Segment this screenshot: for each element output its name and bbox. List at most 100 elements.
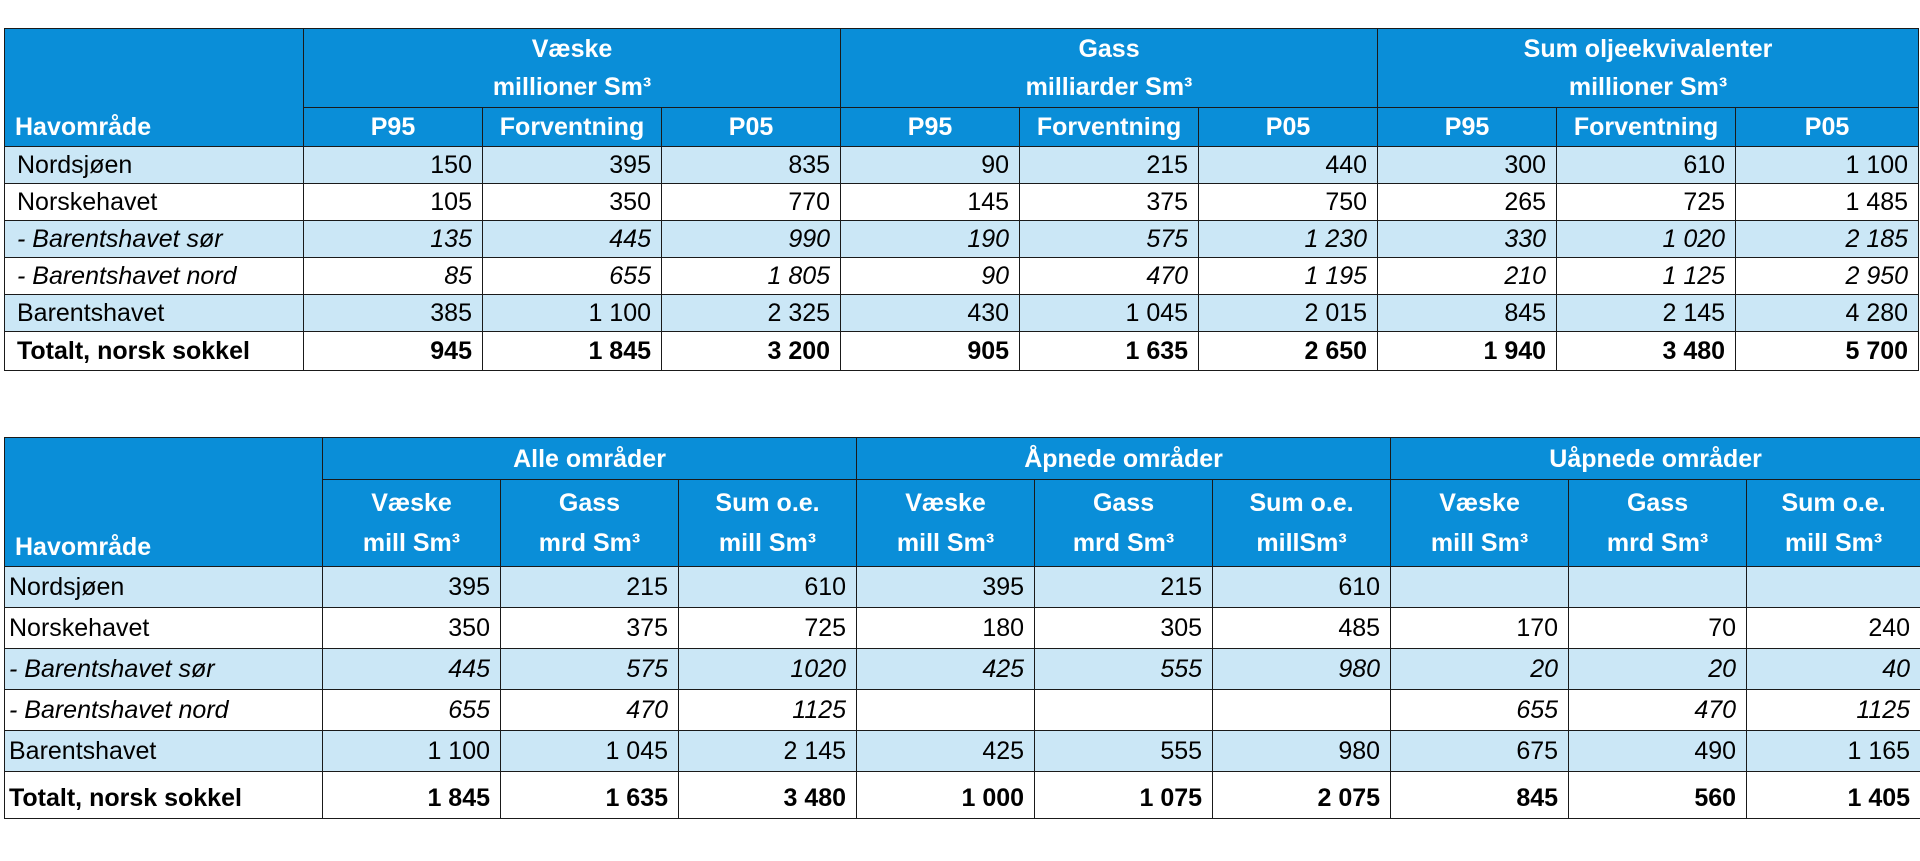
column-header: Sum o.e. millSm³ <box>1212 479 1392 567</box>
table-cell: 1 045 <box>500 730 679 772</box>
table-cell: 2 015 <box>1198 294 1379 332</box>
table-row: Norskehavet 350 375 725 180 305 485 170 70 240 <box>4 607 1920 649</box>
table-cell: 2 650 <box>1198 331 1379 371</box>
table-cell: 445 <box>482 220 662 258</box>
table-cell: 1125 <box>677 689 858 731</box>
table-cell: 330 <box>1377 220 1558 258</box>
table-cell: 470 <box>1019 257 1200 295</box>
column-header: Gass mrd Sm³ <box>500 479 679 567</box>
table-cell: 490 <box>1568 730 1748 772</box>
column-header: Forventning <box>1556 107 1737 147</box>
table-cell: 470 <box>1568 689 1748 731</box>
table-cell: 40 <box>1746 648 1920 690</box>
table-cell: 610 <box>1556 146 1737 184</box>
table-row: Nordsjøen 150 395 835 90 215 440 300 610 1 100 <box>4 146 1920 184</box>
table-cell: 215 <box>1034 566 1214 608</box>
table-cell: 215 <box>1019 146 1200 184</box>
row-label: Nordsjøen <box>4 566 323 608</box>
table-cell: 2 185 <box>1735 220 1920 258</box>
table-cell <box>1212 689 1392 731</box>
table-cell: 3 480 <box>1556 331 1737 371</box>
table-cell: 2 145 <box>677 730 858 772</box>
table-row: Totalt, norsk sokkel 1 845 1 635 3 480 1 000… <box>4 771 1920 819</box>
table-cell: 1 165 <box>1746 730 1920 772</box>
table-cell: 440 <box>1198 146 1379 184</box>
table-cell: 190 <box>840 220 1021 258</box>
table-cell: 845 <box>1377 294 1558 332</box>
table-cell: 1020 <box>677 648 858 690</box>
table-cell: 610 <box>1212 566 1392 608</box>
column-header: Forventning <box>482 107 662 147</box>
table-cell: 990 <box>660 220 842 258</box>
table-cell: 980 <box>1212 730 1392 772</box>
column-header: Væske mill Sm³ <box>322 479 501 567</box>
table-cell: 575 <box>1019 220 1200 258</box>
group-header-alle-omrader: Alle områder <box>321 437 858 480</box>
table-cell: 265 <box>1377 183 1558 221</box>
table-cell: 1 100 <box>322 730 501 772</box>
table-cell: 555 <box>1034 730 1214 772</box>
resources-by-probability-table: Havområde Væske millioner Sm³ Gass milli… <box>4 28 1920 371</box>
table-cell: 70 <box>1568 607 1748 649</box>
table-cell: 85 <box>303 257 483 295</box>
column-header: Gass mrd Sm³ <box>1034 479 1214 567</box>
column-header: P05 <box>1735 107 1920 147</box>
row-label: Totalt, norsk sokkel <box>4 771 323 819</box>
column-header: Væske mill Sm³ <box>856 479 1036 567</box>
row-label: - Barentshavet sør <box>4 220 304 258</box>
table-cell: 770 <box>660 183 842 221</box>
table-cell: 150 <box>303 146 483 184</box>
table-cell: 560 <box>1568 771 1748 819</box>
table-row: Norskehavet 105 350 770 145 375 750 265 725 1 485 <box>4 183 1920 221</box>
table-cell: 20 <box>1390 648 1570 690</box>
table-cell <box>1390 566 1570 608</box>
table-row: Nordsjøen 395 215 610 395 215 610 <box>4 566 1920 608</box>
table-cell: 1 405 <box>1746 771 1920 819</box>
group-header-vaeske: Væske millioner Sm³ <box>302 28 842 108</box>
table-cell: 725 <box>677 607 858 649</box>
table-cell: 350 <box>322 607 501 649</box>
row-label: - Barentshavet nord <box>4 689 323 731</box>
table-cell: 1 125 <box>1556 257 1737 295</box>
table-cell: 610 <box>677 566 858 608</box>
column-header: Væske mill Sm³ <box>1390 479 1570 567</box>
row-label: Norskehavet <box>4 183 304 221</box>
table-cell: 1 805 <box>660 257 842 295</box>
column-header: Sum o.e. mill Sm³ <box>1746 479 1920 567</box>
table-cell: 425 <box>856 730 1036 772</box>
table-cell: 20 <box>1568 648 1748 690</box>
table-cell: 2 325 <box>660 294 842 332</box>
table-cell: 375 <box>500 607 679 649</box>
row-label: Nordsjøen <box>4 146 304 184</box>
table-cell: 1 845 <box>482 331 662 371</box>
table-cell: 725 <box>1556 183 1737 221</box>
table-row: Barentshavet 385 1 100 2 325 430 1 045 2 015 84… <box>4 294 1920 332</box>
table-cell: 170 <box>1390 607 1570 649</box>
table-cell <box>856 689 1036 731</box>
table-cell: 575 <box>500 648 679 690</box>
row-label: Totalt, norsk sokkel <box>4 331 304 371</box>
table-cell: 385 <box>303 294 483 332</box>
table-cell: 135 <box>303 220 483 258</box>
table-cell: 1 000 <box>856 771 1036 819</box>
table-row: Barentshavet 1 100 1 045 2 145 425 555 980 675 4… <box>4 730 1920 772</box>
group-header-apnede-omrader: Åpnede områder <box>856 437 1392 480</box>
column-header: P05 <box>660 107 842 147</box>
column-header: Gass mrd Sm³ <box>1568 479 1748 567</box>
table-cell: 1 635 <box>1019 331 1200 371</box>
table-cell: 485 <box>1212 607 1392 649</box>
row-label: - Barentshavet nord <box>4 257 304 295</box>
table-cell: 905 <box>840 331 1021 371</box>
table-cell: 1 485 <box>1735 183 1920 221</box>
table-cell: 90 <box>840 146 1021 184</box>
table-cell: 1 940 <box>1377 331 1558 371</box>
table-row: - Barentshavet sør 135 445 990 190 575 1 230 33… <box>4 220 1920 258</box>
header-havomrade: Havområde <box>4 437 323 567</box>
group-header-gass: Gass milliarder Sm³ <box>840 28 1379 108</box>
table-cell: 305 <box>1034 607 1214 649</box>
table-cell: 180 <box>856 607 1036 649</box>
table-cell: 1 195 <box>1198 257 1379 295</box>
table-cell: 1 100 <box>482 294 662 332</box>
table-cell: 430 <box>840 294 1021 332</box>
table-cell: 945 <box>303 331 483 371</box>
